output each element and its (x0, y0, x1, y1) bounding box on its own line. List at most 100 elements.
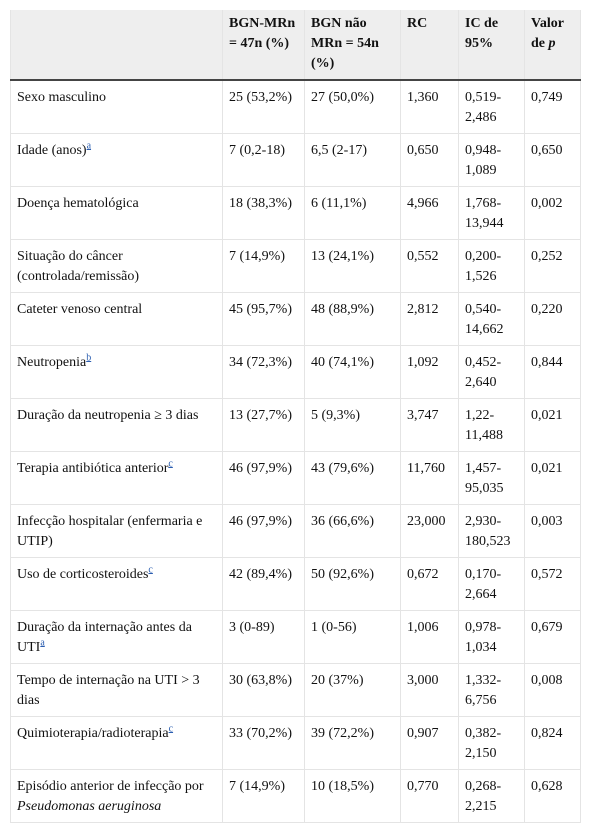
header-cell: BGN-MRn = 47n (%) (222, 10, 305, 81)
cell-text: 23,000 (407, 514, 446, 529)
value-cell: 6,5 (2-17) (304, 133, 401, 187)
cell-text: 0,170-2,664 (465, 567, 502, 602)
cell-text: 13 (24,1%) (311, 249, 374, 264)
cell-text: 3 (0-89) (229, 620, 275, 635)
row-label-cell: Quimioterapia/radioterapiac (10, 716, 223, 770)
cell-text: 0,650 (531, 143, 563, 158)
value-cell: 0,519-2,486 (458, 80, 525, 134)
value-cell: 42 (89,4%) (222, 557, 305, 611)
row-label-cell: Terapia antibiótica anteriorc (10, 451, 223, 505)
value-cell: 13 (24,1%) (304, 239, 401, 293)
value-cell: 20 (37%) (304, 663, 401, 717)
cell-text: 0,679 (531, 620, 563, 635)
cell-text: 0,824 (531, 726, 563, 741)
cell-text: 1,457-95,035 (465, 461, 504, 496)
cell-text: 0,021 (531, 461, 563, 476)
value-cell: 0,382-2,150 (458, 716, 525, 770)
cell-text: 0,978-1,034 (465, 620, 502, 655)
cell-text: 0,200-1,526 (465, 249, 502, 284)
cell-text: 0,002 (531, 196, 563, 211)
footnote-link[interactable]: c (148, 564, 153, 576)
value-cell: 0,220 (524, 292, 581, 346)
cell-text: 30 (63,8%) (229, 673, 292, 688)
row-label: Infecção hospitalar (enfermaria e UTIP) (17, 514, 203, 549)
cell-text: 0,540-14,662 (465, 302, 504, 337)
value-cell: 1,360 (400, 80, 459, 134)
value-cell: 5 (9,3%) (304, 398, 401, 452)
header-text: Valor de (531, 16, 564, 51)
row-label: Duração da neutropenia ≥ 3 dias (17, 408, 199, 423)
header-cell: BGN não MRn = 54n (%) (304, 10, 401, 81)
value-cell: 0,628 (524, 769, 581, 823)
header-cell (10, 10, 223, 81)
row-label-cell: Duração da neutropenia ≥ 3 dias (10, 398, 223, 452)
table-row: Infecção hospitalar (enfermaria e UTIP) 4… (10, 504, 581, 558)
cell-text: 11,760 (407, 461, 445, 476)
cell-text: 0,268-2,215 (465, 779, 502, 814)
cell-text: 18 (38,3%) (229, 196, 292, 211)
value-cell: 0,749 (524, 80, 581, 134)
value-cell: 0,021 (524, 451, 581, 505)
value-cell: 48 (88,9%) (304, 292, 401, 346)
footnote-link[interactable]: c (168, 723, 174, 735)
value-cell: 0,170-2,664 (458, 557, 525, 611)
cell-text: 0,672 (407, 567, 439, 582)
value-cell: 0,540-14,662 (458, 292, 525, 346)
value-cell: 1,006 (400, 610, 459, 664)
value-cell: 1,768-13,944 (458, 186, 525, 240)
row-label: Tempo de internação na UTI > 3 dias (17, 673, 200, 708)
cell-text: 36 (66,6%) (311, 514, 374, 529)
row-label-cell: Duração da internação antes da UTIa (10, 610, 223, 664)
footnote-link[interactable]: b (86, 352, 92, 364)
cell-text: 0,770 (407, 779, 439, 794)
row-label-cell: Uso de corticosteroidesc (10, 557, 223, 611)
cell-text: 0,650 (407, 143, 439, 158)
cell-text: 43 (79,6%) (311, 461, 374, 476)
value-cell: 50 (92,6%) (304, 557, 401, 611)
value-cell: 0,200-1,526 (458, 239, 525, 293)
row-label-cell: Cateter venoso central (10, 292, 223, 346)
cell-text: 1 (0-56) (311, 620, 357, 635)
value-cell: 0,452-2,640 (458, 345, 525, 399)
value-cell: 1,22-11,488 (458, 398, 525, 452)
row-label-cell: Sexo masculino (10, 80, 223, 134)
value-cell: 33 (70,2%) (222, 716, 305, 770)
value-cell: 23,000 (400, 504, 459, 558)
value-cell: 46 (97,9%) (222, 451, 305, 505)
cell-text: 13 (27,7%) (229, 408, 292, 423)
header-cell: Valor de p (524, 10, 581, 81)
cell-text: 27 (50,0%) (311, 90, 374, 105)
value-cell: 7 (0,2-18) (222, 133, 305, 187)
footnote-link[interactable]: a (40, 637, 45, 649)
value-cell: 2,812 (400, 292, 459, 346)
cell-text: 3,000 (407, 673, 439, 688)
row-label: Sexo masculino (17, 90, 107, 105)
table-row: Episódio anterior de infecção por Pseudo… (10, 769, 581, 823)
value-cell: 0,008 (524, 663, 581, 717)
row-label: Episódio anterior de infecção por (17, 779, 204, 794)
value-cell: 40 (74,1%) (304, 345, 401, 399)
value-cell: 27 (50,0%) (304, 80, 401, 134)
value-cell: 39 (72,2%) (304, 716, 401, 770)
value-cell: 3,747 (400, 398, 459, 452)
value-cell: 0,679 (524, 610, 581, 664)
row-label: Doença hematológica (17, 196, 139, 211)
table-body: Sexo masculino 25 (53,2%) 27 (50,0%) 1,360 0… (10, 80, 581, 823)
table-row: Sexo masculino 25 (53,2%) 27 (50,0%) 1,360 0… (10, 80, 581, 134)
header-text: RC (407, 16, 428, 31)
header-text: IC de 95% (465, 16, 499, 51)
footnote-link[interactable]: a (86, 140, 92, 152)
cell-text: 40 (74,1%) (311, 355, 374, 370)
cell-text: 1,22-11,488 (465, 408, 503, 443)
value-cell: 0,552 (400, 239, 459, 293)
value-cell: 45 (95,7%) (222, 292, 305, 346)
cell-text: 1,360 (407, 90, 439, 105)
value-cell: 34 (72,3%) (222, 345, 305, 399)
row-label-cell: Situação do câncer (controlada/remissão) (10, 239, 223, 293)
cell-text: 2,930-180,523 (465, 514, 511, 549)
table-row: Situação do câncer (controlada/remissão)… (10, 239, 581, 293)
cell-text: 0,003 (531, 514, 563, 529)
value-cell: 18 (38,3%) (222, 186, 305, 240)
footnote-link[interactable]: c (168, 458, 173, 470)
value-cell: 6 (11,1%) (304, 186, 401, 240)
